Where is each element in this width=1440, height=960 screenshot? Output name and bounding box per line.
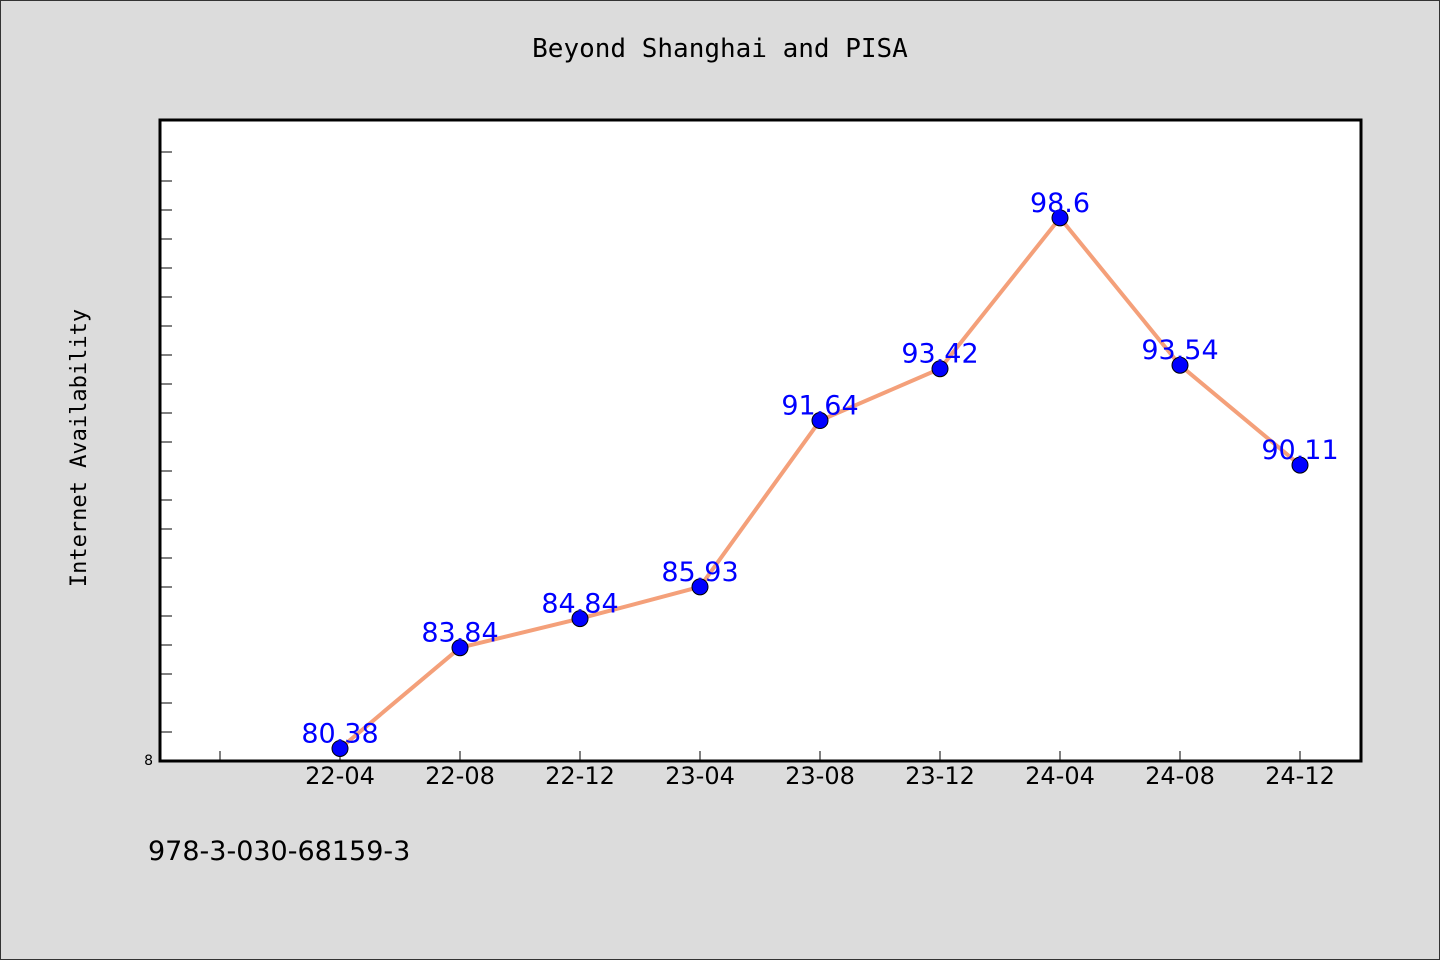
data-point-marker: [451, 639, 469, 657]
x-tick-label: 23-12: [905, 762, 975, 790]
data-label: 93.42: [901, 339, 978, 370]
data-label-group: 80.38 83.84 84.84 85.93 91.64 93.42 98.6 93.54 9…: [301, 188, 1338, 750]
data-label: 98.6: [1030, 188, 1090, 219]
x-tick-label: 22-12: [545, 762, 615, 790]
data-label: 91.64: [781, 391, 858, 422]
y-axis-label: Internet Availability: [67, 309, 92, 587]
data-point-marker: [331, 739, 349, 757]
chart-title: Beyond Shanghai and PISA: [532, 34, 908, 64]
data-point-marker: [1051, 209, 1069, 227]
data-label: 93.54: [1141, 335, 1218, 366]
data-point-marker: [811, 412, 829, 430]
data-point-marker: [571, 610, 589, 628]
x-axis-ticks: 22-04 22-08 22-12 23-04 23-08 23-12 24-04 24-08…: [219, 751, 1335, 790]
plot-area: [158, 118, 1363, 763]
x-tick-label: 22-08: [425, 762, 495, 790]
data-label: 84.84: [541, 589, 618, 620]
x-tick-label: 24-04: [1025, 762, 1095, 790]
data-label: 85.93: [661, 557, 738, 588]
y-axis-ticks: [160, 151, 172, 733]
data-label: 80.38: [301, 718, 378, 749]
x-tick-label: 23-08: [785, 762, 855, 790]
data-point-marker: [1291, 456, 1309, 474]
footnote-isbn: 978-3-030-68159-3: [148, 836, 411, 867]
data-point-marker: [691, 578, 709, 596]
y-tick-label: 8: [144, 753, 153, 769]
data-label: 90.11: [1261, 435, 1338, 466]
x-tick-label: 23-04: [665, 762, 735, 790]
data-point-marker: [1171, 356, 1189, 374]
data-label: 83.84: [421, 618, 498, 649]
data-point-marker: [931, 360, 949, 378]
x-tick-label: 22-04: [305, 762, 375, 790]
x-tick-label: 24-08: [1145, 762, 1215, 790]
marker-group: [331, 209, 1309, 757]
x-tick-label: 24-12: [1265, 762, 1335, 790]
